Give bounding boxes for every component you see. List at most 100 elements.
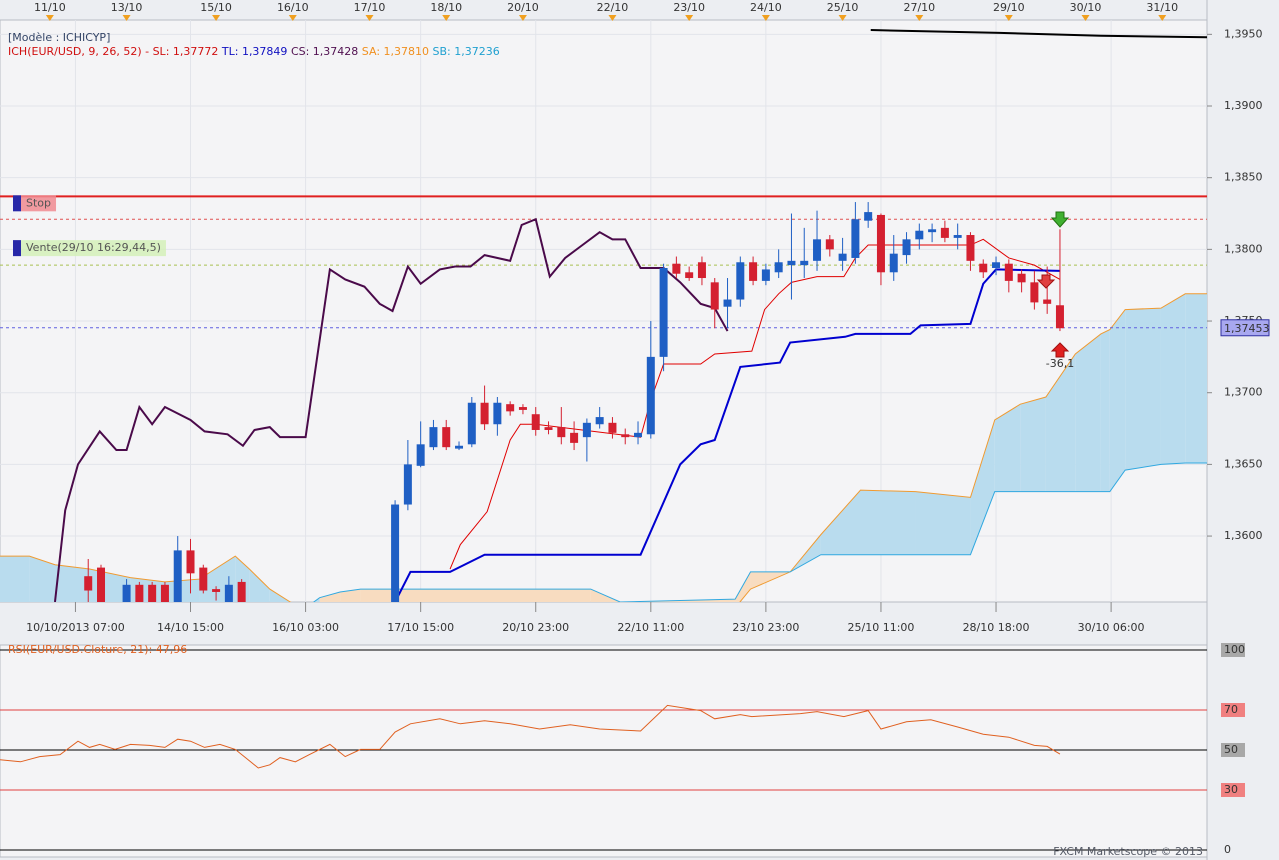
- y-tick-label: 1,3950: [1224, 27, 1263, 40]
- x-tick-label: 28/10 18:00: [963, 621, 1030, 634]
- main-plot-area: [0, 19, 1208, 603]
- signal-label: -36,1: [1046, 357, 1074, 370]
- y-tick-label-box: [1221, 703, 1245, 717]
- candle-body: [685, 272, 694, 279]
- candle-body: [672, 263, 681, 274]
- candle-body: [634, 432, 643, 438]
- candle-body: [122, 584, 131, 602]
- candle-body: [710, 282, 719, 310]
- cloud-segment: [249, 569, 270, 602]
- date-marker: [915, 15, 924, 21]
- indicator-sl: SL: 1,37772: [153, 45, 219, 58]
- candle-body: [761, 269, 770, 281]
- cloud-segment: [29, 556, 55, 602]
- level-label-box: [21, 195, 57, 212]
- date-marker: [45, 15, 54, 21]
- candle-body: [160, 584, 169, 602]
- y-tick-label: 0: [1224, 843, 1231, 856]
- label-layer: 1,36001,36501,37001,37501,38001,38501,39…: [13, 1, 1270, 857]
- y-tick-label: 100: [1224, 643, 1245, 656]
- date-marker: [608, 15, 617, 21]
- top-date-label: 25/10: [827, 1, 859, 14]
- candle-body: [979, 263, 988, 273]
- date-marker: [365, 15, 374, 21]
- candle-body: [455, 445, 464, 449]
- x-tick-label: 23/10 23:00: [732, 621, 799, 634]
- date-marker: [1081, 15, 1090, 21]
- top-date-label: 18/10: [430, 1, 462, 14]
- cloud-segment: [860, 490, 916, 555]
- candle-body: [749, 262, 758, 281]
- senkou-b-line: [312, 462, 1207, 602]
- rsi-layer: [0, 649, 1207, 851]
- candle-body: [391, 504, 400, 602]
- candle-body: [557, 427, 566, 438]
- candle-body: [1043, 299, 1052, 304]
- top-date-label: 24/10: [750, 1, 782, 14]
- date-marker: [1004, 15, 1013, 21]
- cloud-segment: [1125, 308, 1161, 471]
- close-arrow: [1050, 342, 1070, 358]
- sell-arrow: [1050, 211, 1070, 228]
- candle-body: [518, 407, 527, 410]
- rsi-title: RSI(EUR/USD.Cloture, 21): 47,96: [8, 643, 187, 656]
- footer: FXCM Marketscope © 2013: [1053, 845, 1203, 858]
- candle-body: [595, 417, 604, 425]
- candle-body: [697, 262, 706, 279]
- level-label-tab: [13, 240, 21, 257]
- indicator-line: [53, 217, 729, 602]
- model-label: [Modèle : ICHICYP]: [8, 31, 110, 44]
- candle-body: [84, 576, 93, 591]
- rsi-line: [0, 704, 1061, 769]
- cloud-segment: [1020, 397, 1046, 492]
- top-date-label: 13/10: [111, 1, 143, 14]
- top-date-label: 30/10: [1070, 1, 1102, 14]
- cloud-segment: [1100, 329, 1110, 492]
- candle-body: [813, 239, 822, 261]
- y-tick-label: 1,3850: [1224, 171, 1263, 184]
- y-tick-label: 50: [1224, 743, 1238, 756]
- y-tick-label: 1,3700: [1224, 386, 1263, 399]
- x-tick-label: 10/10/2013 07:00: [26, 621, 125, 634]
- candle-body: [403, 464, 412, 505]
- indicator-sb: SB: 1,37236: [433, 45, 500, 58]
- candle-body: [774, 262, 783, 273]
- cloud-segment: [1075, 333, 1101, 492]
- y-tick-label: 1,3600: [1224, 529, 1263, 542]
- candle-body: [940, 227, 949, 238]
- top-date-label: 11/10: [34, 1, 66, 14]
- exit-arrow: [1036, 274, 1056, 289]
- candle-body: [506, 404, 515, 412]
- x-tick-label: 25/10 11:00: [848, 621, 915, 634]
- cloud-segment: [54, 564, 90, 602]
- cloud-segment: [340, 589, 361, 602]
- top-date-label: 29/10: [993, 1, 1025, 14]
- cloud-segment: [1185, 293, 1207, 463]
- candle-body: [97, 567, 106, 602]
- candle-body: [621, 434, 630, 438]
- top-date-label: 23/10: [673, 1, 705, 14]
- y-tick-label: 1,3900: [1224, 99, 1263, 112]
- top-date-label: 16/10: [277, 1, 309, 14]
- candle-body: [825, 239, 834, 250]
- y-tick-label-box: [1221, 843, 1245, 857]
- y-tick-label: 1,3650: [1224, 457, 1263, 470]
- candle-body: [173, 550, 182, 602]
- level-label-box: [21, 240, 166, 257]
- price-box: [1220, 319, 1270, 337]
- indicator-name: ICH(EUR/USD, 9, 26, 52) -: [8, 45, 149, 58]
- candle-body: [212, 589, 221, 592]
- top-date-label: 20/10: [507, 1, 539, 14]
- cloud-segment: [319, 591, 341, 602]
- cloud-segment: [360, 589, 591, 602]
- cloud-segment: [820, 490, 861, 555]
- x-tick-label: 17/10 15:00: [387, 621, 454, 634]
- candle-body: [570, 432, 579, 443]
- candle-body: [237, 581, 246, 602]
- level-label: Stop: [26, 196, 51, 209]
- main-layer: [0, 20, 1207, 602]
- x-tick-label: 16/10 03:00: [272, 621, 339, 634]
- candle-body: [1004, 263, 1013, 281]
